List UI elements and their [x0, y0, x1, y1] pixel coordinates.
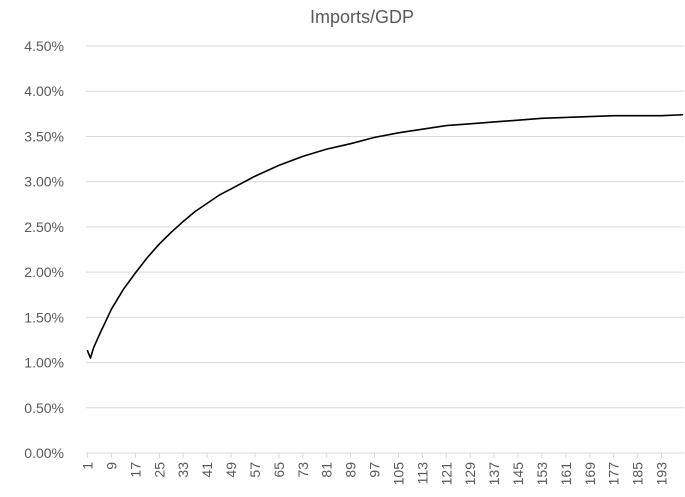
- x-tick-label: 81: [319, 462, 335, 478]
- gridlines: [86, 45, 684, 409]
- x-tick-label: 153: [534, 462, 550, 486]
- y-tick-label: 3.50%: [24, 128, 64, 144]
- x-tick-label: 73: [295, 462, 311, 478]
- x-tick-label: 25: [151, 462, 167, 478]
- y-tick-label: 1.00%: [24, 355, 64, 371]
- chart-title: Imports/GDP: [310, 7, 414, 27]
- y-tick-label: 4.00%: [24, 83, 64, 99]
- x-tick-label: 161: [558, 462, 574, 486]
- x-tick-label: 169: [582, 462, 598, 486]
- x-tick-label: 9: [103, 462, 119, 470]
- x-tick-label: 145: [510, 462, 526, 486]
- y-tick-label: 2.50%: [24, 219, 64, 235]
- x-tick-label: 113: [414, 462, 430, 485]
- x-tick-label: 193: [654, 462, 670, 486]
- x-tick-label: 97: [367, 462, 383, 478]
- x-tick-label: 65: [271, 462, 287, 478]
- x-tick-label: 177: [606, 462, 622, 486]
- y-tick-label: 2.00%: [24, 264, 64, 280]
- x-tick-label: 137: [486, 462, 502, 486]
- x-tick-label: 121: [438, 462, 454, 486]
- x-axis: 1 9 17 25 33 41 49 57 65 73 81 89 97 105 113 121 129 137 1…: [79, 452, 684, 486]
- y-tick-label: 4.50%: [24, 38, 64, 54]
- y-tick-label: 0.00%: [24, 445, 64, 461]
- y-tick-label: 3.00%: [24, 174, 64, 190]
- series-line: [86, 113, 684, 359]
- x-tick-label: 57: [247, 462, 263, 478]
- series-layer: [86, 113, 684, 359]
- x-tick-label: 185: [630, 462, 646, 486]
- x-tick-label: 49: [223, 462, 239, 478]
- x-tick-label: 17: [127, 462, 143, 478]
- y-tick-label: 1.50%: [24, 309, 64, 325]
- x-tick-label: 41: [199, 462, 215, 478]
- x-tick-label: 129: [462, 462, 478, 486]
- x-tick-label: 89: [343, 462, 359, 478]
- x-tick-label: 105: [390, 462, 406, 486]
- x-tick-label: 1: [79, 462, 95, 470]
- y-axis-tick-labels: 0.00% 0.50% 1.00% 1.50% 2.00% 2.50% 3.00% 3.50%…: [24, 38, 64, 461]
- x-tick-label: 33: [175, 462, 191, 478]
- y-tick-label: 0.50%: [24, 400, 64, 416]
